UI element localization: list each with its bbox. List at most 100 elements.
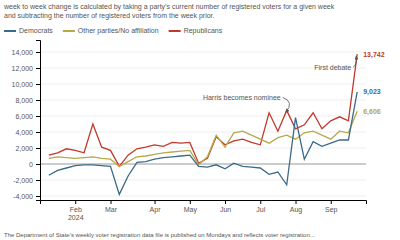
- tick-label-line: Aug: [290, 206, 303, 214]
- tick-mark: [36, 180, 40, 181]
- y-tick: 14,000: [12, 49, 40, 56]
- tick-label: 6,000: [15, 113, 33, 120]
- grid-line: [40, 116, 366, 117]
- tick-mark: [331, 200, 332, 204]
- x-axis: Feb2024 Mar Apr May Jun Jul Aug Sep: [41, 200, 367, 221]
- tick-label: 10,000: [12, 81, 34, 88]
- x-tick: Jun: [220, 200, 231, 213]
- legend-label: Other parties/No affiliation: [78, 27, 159, 35]
- y-tick: 8,000: [15, 97, 40, 104]
- tick-label: Sep: [325, 206, 338, 214]
- tick-mark: [260, 200, 261, 204]
- y-axis: -4,000 -2,000 0 2,000 4,000 6,000 8,000 10,000 1…: [12, 41, 41, 201]
- y-tick: -4,000: [13, 193, 40, 200]
- tick-label-line: Jun: [220, 206, 231, 213]
- tick-label: Aug: [290, 206, 303, 214]
- tick-mark: [36, 196, 40, 197]
- end-label: 6,606: [363, 108, 381, 116]
- y-tick: 0: [29, 161, 40, 168]
- y-tick: 10,000: [12, 81, 40, 88]
- axis-line: [41, 201, 367, 205]
- tick-label: 2,000: [15, 145, 33, 152]
- tick-label: May: [184, 206, 198, 214]
- tick-label-line: Jul: [256, 206, 265, 213]
- legend: Democrats Other parties/No affiliation Rep…: [4, 27, 223, 35]
- tick-mark: [75, 200, 76, 204]
- end-label: 9,023: [363, 88, 381, 96]
- annotation-arrow: [353, 56, 356, 67]
- legend-label: Republicans: [184, 27, 223, 35]
- series-line: [49, 111, 357, 166]
- x-tick: Mar: [105, 200, 118, 213]
- legend-swatch: [63, 30, 75, 32]
- chart: week to week change is calculated by tak…: [0, 0, 400, 240]
- annotation-arrow: [283, 97, 290, 112]
- tick-mark: [36, 148, 40, 149]
- tick-mark: [36, 116, 40, 117]
- grid-line: [40, 52, 366, 53]
- x-tick: Feb2024: [68, 200, 84, 221]
- grid-line: [40, 180, 366, 181]
- y-tick: 12,000: [12, 65, 40, 72]
- x-tick: Jul: [256, 200, 265, 213]
- tick-mark: [36, 68, 40, 69]
- tick-label: Apr: [150, 206, 162, 214]
- tick-label: -2,000: [13, 177, 33, 184]
- y-tick: 6,000: [15, 113, 40, 120]
- tick-label: Jul: [256, 206, 265, 213]
- legend-item: Republicans: [169, 27, 223, 35]
- tick-label-line: Feb: [70, 206, 82, 213]
- axis-line: [36, 41, 41, 201]
- y-tick: 2,000: [15, 145, 40, 152]
- caption: The Department of State’s weekly voter r…: [4, 232, 315, 238]
- grid-line: [40, 148, 366, 149]
- title: week to week change is calculated by tak…: [3, 3, 335, 20]
- annotation: First debate: [314, 64, 351, 71]
- tick-label: 14,000: [12, 49, 34, 56]
- x-tick: Sep: [325, 200, 338, 214]
- tick-label: -4,000: [13, 193, 33, 200]
- series-line: [49, 54, 357, 166]
- annotation: Harris becomes nominee: [203, 94, 281, 101]
- tick-mark: [36, 132, 40, 133]
- y-tick: 4,000: [15, 129, 40, 136]
- tick-label-line: Mar: [105, 206, 118, 213]
- legend-item: Other parties/No affiliation: [63, 27, 159, 35]
- tick-label-line: Apr: [150, 206, 162, 214]
- y-tick: -2,000: [13, 177, 40, 184]
- x-tick: May: [184, 200, 198, 214]
- tick-label: Mar: [105, 206, 118, 213]
- tick-mark: [36, 52, 40, 53]
- tick-mark: [225, 200, 226, 204]
- legend-swatch: [4, 30, 16, 32]
- tick-label: Feb2024: [68, 206, 84, 221]
- title-line: and subtracting the number of registered…: [4, 12, 215, 20]
- tick-label: 0: [29, 161, 33, 168]
- tick-mark: [155, 200, 156, 204]
- tick-mark: [190, 200, 191, 204]
- grid-line: [40, 196, 366, 197]
- tick-label-line: 2024: [68, 214, 84, 221]
- grid-line: [40, 84, 366, 85]
- legend-swatch: [169, 30, 181, 32]
- title-line: week to week change is calculated by tak…: [3, 3, 335, 11]
- tick-mark: [296, 200, 297, 204]
- tick-label: 8,000: [15, 97, 33, 104]
- x-tick: Apr: [150, 200, 162, 214]
- tick-mark: [36, 164, 40, 165]
- tick-label-line: Sep: [325, 206, 338, 214]
- x-tick: Aug: [290, 200, 303, 214]
- lines: [49, 54, 357, 194]
- end-label: 13,742: [363, 51, 385, 59]
- tick-label-line: May: [184, 206, 198, 214]
- tick-mark: [36, 100, 40, 101]
- tick-label: 4,000: [15, 129, 33, 136]
- tick-mark: [110, 200, 111, 204]
- tick-mark: [36, 84, 40, 85]
- grid: [40, 52, 366, 196]
- series-line: [49, 92, 357, 195]
- legend-label: Democrats: [19, 27, 53, 34]
- tick-label: 12,000: [12, 65, 34, 72]
- legend-item: Democrats: [4, 27, 53, 34]
- tick-label: Jun: [220, 206, 231, 213]
